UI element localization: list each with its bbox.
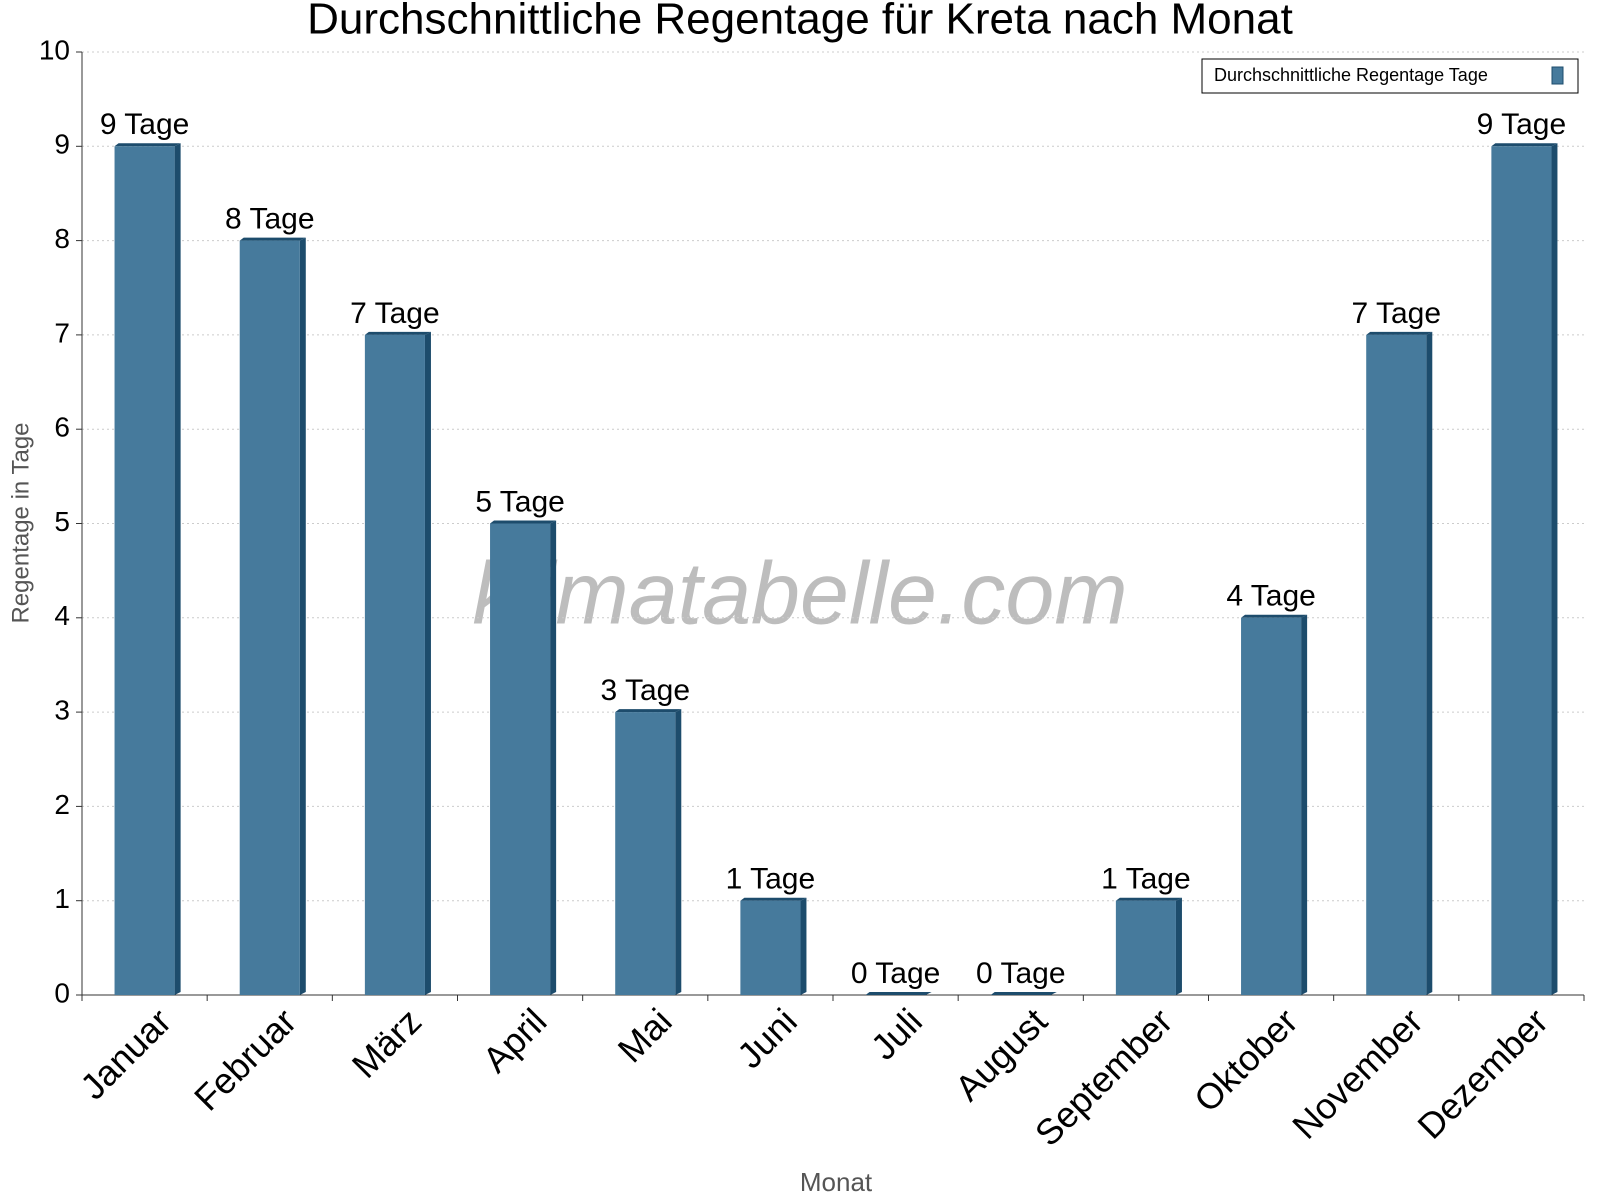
bar-top: [1366, 331, 1433, 335]
bar-top: [740, 897, 807, 901]
value-label: 1 Tage: [1101, 863, 1191, 896]
y-tick-label: 9: [54, 129, 70, 160]
y-tick-label: 7: [54, 317, 70, 348]
x-tick-label: August: [947, 1000, 1055, 1108]
bar-top: [1241, 614, 1308, 618]
bar-side: [1301, 614, 1308, 995]
legend-label: Durchschnittliche Regentage Tage: [1214, 65, 1488, 85]
bar-top: [865, 992, 932, 995]
x-tick-label: September: [1027, 1000, 1181, 1154]
bar-side: [675, 709, 682, 995]
bar: [114, 146, 175, 996]
x-tick-label: Dezember: [1409, 1000, 1555, 1146]
y-axis-label: Regentage in Tage: [7, 422, 34, 623]
value-label: 1 Tage: [726, 863, 816, 896]
bar-top: [364, 331, 431, 335]
bar-side: [174, 143, 181, 996]
y-tick-label: 10: [39, 34, 70, 65]
value-label: 3 Tage: [600, 674, 690, 707]
value-label: 0 Tage: [976, 957, 1066, 990]
x-tick-label: Juni: [729, 1000, 805, 1076]
bar-top: [1491, 143, 1558, 147]
bar-side: [1551, 143, 1558, 996]
value-label: 4 Tage: [1226, 580, 1316, 613]
value-label: 9 Tage: [100, 108, 190, 141]
value-label: 7 Tage: [1351, 297, 1441, 330]
bar-top: [239, 237, 306, 241]
bar-side: [1175, 897, 1182, 995]
x-tick-label: Januar: [72, 1000, 179, 1107]
bar: [490, 523, 551, 995]
chart-title: Durchschnittliche Regentage für Kreta na…: [307, 0, 1293, 44]
legend-box: [1201, 58, 1579, 94]
bar-top: [490, 520, 557, 524]
bar-top: [615, 709, 682, 713]
value-label: 8 Tage: [225, 203, 315, 236]
y-tick-label: 5: [54, 506, 70, 537]
y-tick-label: 1: [54, 883, 70, 914]
bar-top: [114, 143, 181, 147]
bar: [1241, 617, 1302, 995]
x-axis-label: Monat: [800, 1167, 873, 1197]
watermark: klimatabelle.com: [472, 543, 1127, 642]
value-label: 9 Tage: [1477, 108, 1567, 141]
bar-side: [1426, 331, 1433, 995]
y-tick-label: 6: [54, 412, 70, 443]
bar: [615, 712, 676, 995]
bar-top: [1115, 897, 1182, 901]
bar-side: [424, 331, 431, 995]
value-label: 0 Tage: [851, 957, 941, 990]
bar: [364, 334, 425, 995]
x-tick-label: März: [344, 1000, 430, 1086]
legend-swatch: [1551, 66, 1564, 85]
x-tick-label: April: [475, 1000, 555, 1080]
bar: [1491, 146, 1552, 996]
bar: [1115, 900, 1176, 995]
bar-top: [990, 992, 1057, 995]
bar: [239, 240, 300, 996]
value-label: 7 Tage: [350, 297, 440, 330]
bar-side: [800, 897, 807, 995]
x-tick-label: Februar: [186, 1000, 304, 1118]
y-tick-label: 3: [54, 694, 70, 725]
bar: [1366, 334, 1427, 995]
bar-side: [550, 520, 557, 995]
x-tick-label: Juli: [863, 1000, 930, 1067]
y-tick-label: 2: [54, 789, 70, 820]
x-tick-label: Oktober: [1186, 1000, 1306, 1120]
y-tick-label: 8: [54, 223, 70, 254]
y-tick-label: 0: [54, 977, 70, 1008]
bar-side: [299, 237, 306, 996]
x-tick-label: November: [1284, 1000, 1430, 1146]
bar: [740, 900, 801, 995]
x-tick-label: Mai: [610, 1000, 680, 1070]
value-label: 5 Tage: [475, 485, 565, 518]
y-tick-label: 4: [54, 600, 70, 631]
